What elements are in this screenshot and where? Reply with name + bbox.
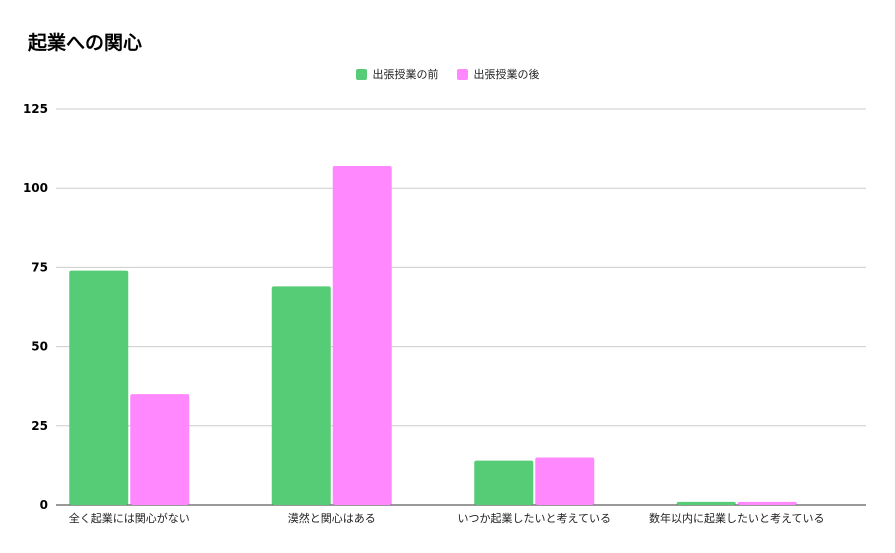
y-tick-label: 0 (40, 498, 48, 512)
y-tick-label: 50 (31, 340, 48, 354)
y-tick-label: 25 (31, 419, 48, 433)
legend: 出張授業の前 出張授業の後 (0, 66, 895, 82)
x-category-label: 漠然と関心はある (288, 511, 376, 525)
chart-title: 起業への関心 (28, 32, 143, 54)
y-tick-label: 125 (23, 102, 48, 116)
bar-after-1 (332, 166, 392, 506)
x-category-label: 全く起業には関心がない (69, 511, 190, 525)
legend-swatch-before (355, 68, 367, 80)
bar-after-2 (535, 457, 595, 505)
bars (69, 166, 797, 506)
bar-before-2 (474, 460, 534, 505)
y-tick-label: 100 (23, 181, 48, 195)
y-axis-ticks: 0 25 50 75 100 125 (23, 102, 48, 512)
legend-item-after: 出張授業の後 (456, 66, 540, 82)
bar-before-3 (676, 501, 736, 505)
x-category-label: いつか起業したいと考えている (458, 512, 611, 525)
y-tick-label: 75 (31, 260, 48, 274)
x-axis-labels: 全く起業には関心がない 漠然と関心はある いつか起業したいと考えている 数年以内に起業… (69, 511, 825, 525)
legend-label-after: 出張授業の後 (473, 68, 540, 81)
bar-after-3 (737, 501, 797, 505)
bar-before-1 (271, 286, 331, 505)
legend-swatch-after (456, 68, 468, 80)
legend-item-before: 出張授業の前 (355, 66, 439, 82)
bar-before-0 (69, 270, 129, 505)
bar-after-0 (130, 394, 190, 505)
legend-label-before: 出張授業の前 (372, 68, 439, 81)
x-category-label: 数年以内に起業したいと考えている (649, 511, 824, 525)
